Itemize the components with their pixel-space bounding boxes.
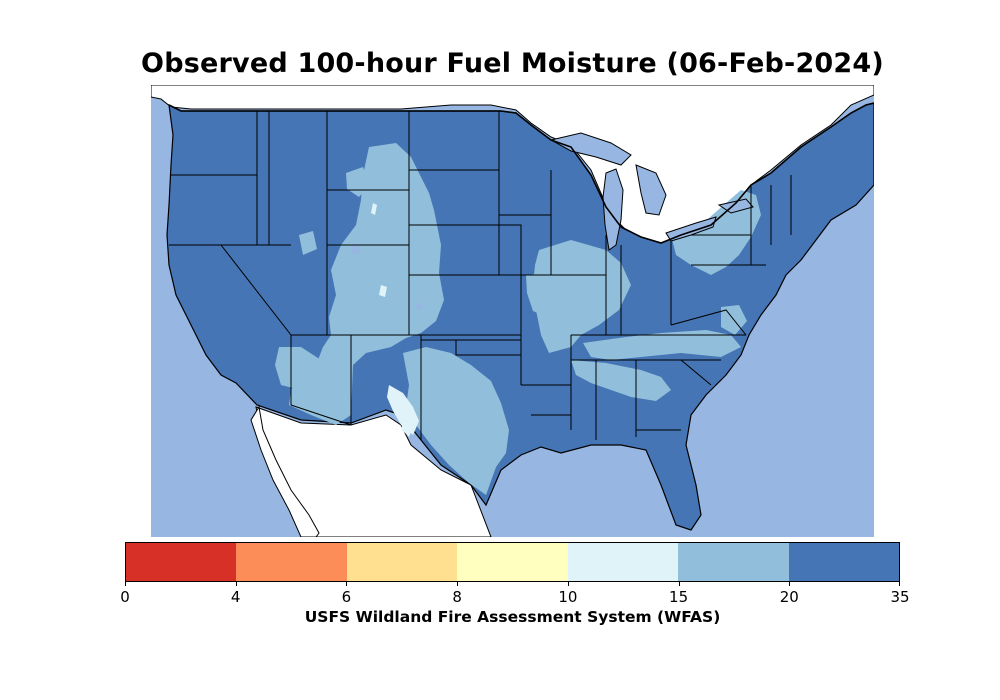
colorbar-tick (567, 582, 569, 586)
colorbar-tick-label: 4 (230, 588, 241, 606)
lake-huron (635, 164, 667, 216)
colorbar-segment-20-35 (788, 543, 899, 581)
colorbar-tick (789, 582, 791, 586)
colorbar-tick (457, 582, 459, 586)
colorbar-tick (899, 582, 900, 586)
colorbar-tick-label: 35 (890, 588, 910, 606)
inland-lakes (351, 243, 423, 311)
colorbar-tick-label: 20 (779, 588, 799, 606)
colorbar-segment-15-20 (678, 543, 789, 581)
colorbar-ticks: 0 4 6 8 10 15 20 35 (120, 582, 910, 612)
colorbar-tick (235, 582, 237, 586)
colorbar-segment-8-10 (457, 543, 568, 581)
colorbar-tick-label: 0 (120, 588, 130, 606)
colorbar-tick (678, 582, 680, 586)
colorbar-segment-6-8 (346, 543, 458, 581)
colorbar-tick (346, 582, 348, 586)
fuel-moisture-map (151, 85, 874, 537)
great-lakes (549, 132, 754, 251)
colorbar-segment-4-6 (236, 543, 347, 581)
colorbar-tick (125, 582, 126, 586)
colorbar-segment-0-4 (126, 543, 237, 581)
moisture-10-15-regions (371, 203, 419, 437)
colorbar-tick-label: 6 (341, 588, 352, 606)
map-title: Observed 100-hour Fuel Moisture (06-Feb-… (141, 48, 884, 79)
colorbar-tick-label: 10 (558, 588, 578, 606)
colorbar (125, 542, 900, 582)
state-borders (169, 111, 792, 440)
lake-michigan (602, 168, 624, 251)
colorbar-segment-10-15 (567, 543, 679, 581)
baja-peninsula (250, 405, 320, 537)
us-outline (168, 102, 874, 244)
colorbar-label: USFS Wildland Fire Assessment System (WF… (304, 608, 721, 626)
colorbar-tick-label: 8 (452, 588, 462, 606)
colorbar-tick-label: 15 (669, 588, 689, 606)
